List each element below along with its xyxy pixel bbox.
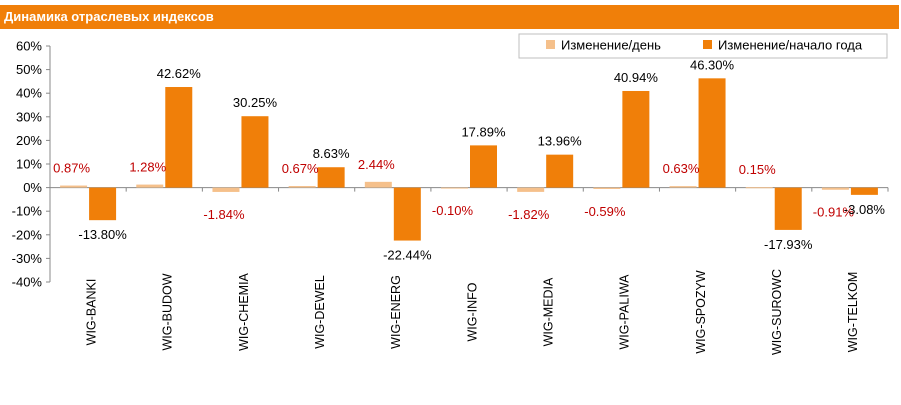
category-label: WIG-SPOZYW [694, 270, 708, 354]
bar-day [364, 181, 392, 188]
y-tick-label: 60% [16, 39, 42, 54]
data-label-ytd: 46.30% [690, 57, 735, 72]
data-label-day: -0.10% [432, 203, 474, 218]
bar-day [821, 187, 849, 190]
data-label-day: -0.91% [813, 205, 855, 220]
data-label-day: 1.28% [129, 160, 166, 175]
data-label-ytd: 40.94% [614, 70, 659, 85]
bar-day [517, 187, 545, 192]
data-label-day: 0.87% [53, 161, 90, 176]
data-label-day: -0.59% [584, 204, 626, 219]
data-label-day: -1.82% [508, 207, 550, 222]
y-tick-label: 20% [16, 133, 42, 148]
data-label-day: 0.15% [739, 162, 776, 177]
y-tick-label: -10% [12, 204, 43, 219]
legend [518, 33, 888, 59]
data-label-ytd: 30.25% [233, 95, 278, 110]
y-tick-label: 50% [16, 62, 42, 77]
bar-ytd [393, 187, 421, 241]
category-label: WIG-CHEMIA [237, 272, 251, 350]
bar-ytd [241, 116, 269, 188]
category-label: WIG-DEWEL [313, 275, 327, 349]
category-label: WIG-BANKI [84, 279, 98, 346]
bar-day [441, 187, 468, 189]
category-label: WIG-ENERG [389, 275, 403, 349]
bar-day [745, 187, 773, 189]
data-label-ytd: -13.80% [78, 227, 127, 242]
bar-day [212, 187, 240, 192]
category-label: WIG-BUDOW [161, 273, 175, 350]
data-label-day: -1.84% [203, 207, 245, 222]
legend-label-ytd: Изменение/начало года [718, 38, 863, 53]
bar-day [669, 186, 697, 188]
y-tick-label: -30% [12, 251, 43, 266]
category-label: WIG-INFO [465, 282, 479, 341]
chart-title: Динамика отраслевых индексов [0, 5, 899, 29]
category-label: WIG-MEDIA [541, 277, 555, 346]
data-label-ytd: 42.62% [157, 66, 202, 81]
category-label: WIG-TELKOM [846, 272, 860, 353]
y-tick-label: -20% [12, 227, 43, 242]
legend-swatch-day [546, 40, 555, 49]
bar-day [60, 185, 88, 188]
legend-label-day: Изменение/день [561, 38, 661, 53]
category-label: WIG-SUROWC [770, 269, 784, 355]
bar-ytd [850, 187, 878, 195]
y-tick-label: 0% [23, 180, 42, 195]
bar-ytd [470, 145, 497, 188]
bar-ytd [546, 154, 574, 188]
y-tick-label: -40% [12, 275, 43, 290]
data-label-ytd: -3.08% [844, 202, 886, 217]
data-label-ytd: 17.89% [461, 124, 506, 139]
bar-day [593, 187, 621, 189]
y-tick-label: 30% [16, 109, 42, 124]
data-label-ytd: -17.93% [764, 237, 813, 252]
y-tick-label: 40% [16, 86, 42, 101]
bar-ytd [698, 78, 726, 188]
data-label-ytd: 13.96% [538, 134, 583, 149]
data-label-ytd: -22.44% [383, 248, 432, 263]
data-label-day: 2.44% [358, 157, 395, 172]
bar-day [136, 184, 164, 188]
bar-ytd [165, 87, 193, 188]
bar-ytd [622, 90, 650, 188]
data-label-ytd: 8.63% [313, 146, 350, 161]
data-label-day: 0.67% [282, 161, 319, 176]
y-tick-label: 10% [16, 157, 42, 172]
bar-ytd [774, 187, 802, 230]
bar-ytd [317, 167, 345, 188]
category-label: WIG-PALIWA [618, 274, 632, 350]
bar-ytd [89, 187, 117, 221]
bar-day [288, 186, 316, 188]
legend-swatch-ytd [703, 40, 712, 49]
data-label-day: 0.63% [663, 161, 700, 176]
